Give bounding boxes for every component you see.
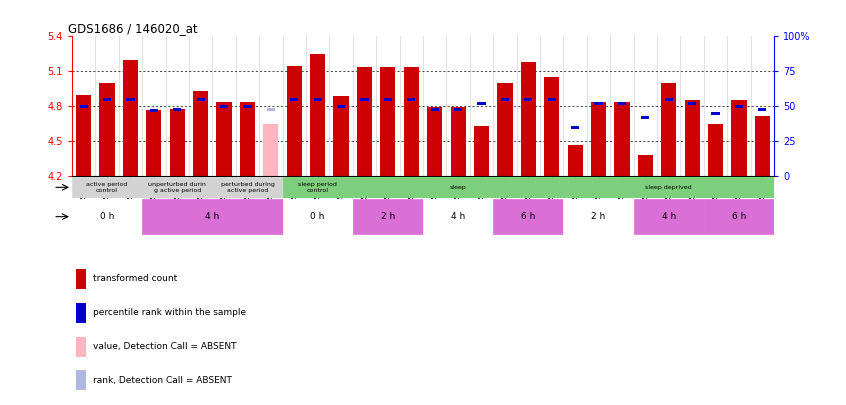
Bar	[665, 98, 673, 101]
Bar	[76, 337, 86, 356]
Bar	[72, 177, 142, 198]
Bar	[638, 155, 653, 176]
Bar	[212, 177, 283, 198]
Text: 0 h: 0 h	[100, 212, 114, 221]
Text: sleep period
control: sleep period control	[299, 182, 337, 193]
Text: 4 h: 4 h	[662, 212, 676, 221]
Bar	[641, 116, 650, 119]
Bar	[711, 112, 720, 115]
Text: unperturbed durin
g active period: unperturbed durin g active period	[148, 182, 206, 193]
Text: percentile rank within the sample: percentile rank within the sample	[93, 308, 246, 317]
Bar	[150, 109, 158, 112]
Bar	[76, 370, 86, 390]
Bar	[220, 105, 228, 108]
Bar	[353, 177, 563, 198]
Bar	[477, 102, 486, 105]
Bar	[544, 77, 559, 176]
Bar	[451, 107, 465, 176]
Bar	[547, 98, 556, 101]
Bar	[735, 105, 743, 108]
Bar	[287, 66, 302, 176]
Bar	[217, 102, 232, 176]
Bar	[521, 62, 536, 176]
Bar	[337, 105, 345, 108]
Bar	[193, 91, 208, 176]
Bar	[563, 199, 634, 234]
Bar	[684, 100, 700, 176]
Bar	[314, 98, 321, 101]
Bar	[76, 269, 86, 289]
Text: value, Detection Call = ABSENT: value, Detection Call = ABSENT	[93, 342, 237, 351]
Bar	[100, 83, 114, 176]
Bar	[263, 124, 278, 176]
Bar	[244, 105, 251, 108]
Bar	[474, 126, 489, 176]
Bar	[240, 102, 255, 176]
Bar	[360, 98, 369, 101]
Text: 2 h: 2 h	[381, 212, 395, 221]
Bar	[614, 102, 629, 176]
Bar	[283, 199, 353, 234]
Bar	[142, 199, 283, 234]
Bar	[76, 95, 91, 176]
Bar	[142, 177, 212, 198]
Bar	[591, 102, 606, 176]
Text: 6 h: 6 h	[521, 212, 536, 221]
Bar	[283, 177, 353, 198]
Text: perturbed during
active period: perturbed during active period	[221, 182, 274, 193]
Text: rank, Detection Call = ABSENT: rank, Detection Call = ABSENT	[93, 376, 232, 385]
Bar	[758, 108, 766, 111]
Bar	[146, 110, 162, 176]
Bar	[431, 108, 439, 111]
Text: sleep: sleep	[450, 185, 466, 190]
Bar	[595, 102, 602, 105]
Bar	[126, 98, 135, 101]
Text: sleep deprived: sleep deprived	[645, 185, 692, 190]
Bar	[310, 54, 325, 176]
Bar	[568, 145, 583, 176]
Bar	[357, 67, 372, 176]
Bar	[634, 199, 704, 234]
Bar	[381, 67, 395, 176]
Bar	[423, 199, 493, 234]
Text: transformed count: transformed count	[93, 274, 178, 283]
Text: 2 h: 2 h	[591, 212, 606, 221]
Bar	[563, 177, 774, 198]
Bar	[290, 98, 299, 101]
Text: GDS1686 / 146020_at: GDS1686 / 146020_at	[69, 22, 198, 35]
Text: active period
control: active period control	[86, 182, 128, 193]
Bar	[662, 83, 676, 176]
Bar	[80, 105, 88, 108]
Bar	[123, 60, 138, 176]
Text: 4 h: 4 h	[206, 212, 219, 221]
Bar	[501, 98, 509, 101]
Bar	[688, 102, 696, 105]
Bar	[353, 199, 423, 234]
Bar	[755, 116, 770, 176]
Bar	[72, 199, 142, 234]
Bar	[384, 98, 392, 101]
Text: 4 h: 4 h	[451, 212, 465, 221]
Bar	[708, 124, 723, 176]
Bar	[525, 98, 532, 101]
Bar	[407, 98, 415, 101]
Bar	[732, 100, 746, 176]
Bar	[333, 96, 349, 176]
Bar	[427, 107, 442, 176]
Bar	[497, 83, 513, 176]
Bar	[618, 102, 626, 105]
Bar	[704, 199, 774, 234]
Bar	[170, 109, 184, 176]
Bar	[266, 108, 275, 111]
Bar	[454, 108, 462, 111]
Bar	[571, 126, 580, 129]
Text: 6 h: 6 h	[732, 212, 746, 221]
Bar	[76, 303, 86, 323]
Text: 0 h: 0 h	[310, 212, 325, 221]
Bar	[103, 98, 111, 101]
Bar	[173, 108, 181, 111]
Bar	[404, 67, 419, 176]
Bar	[196, 98, 205, 101]
Bar	[493, 199, 563, 234]
